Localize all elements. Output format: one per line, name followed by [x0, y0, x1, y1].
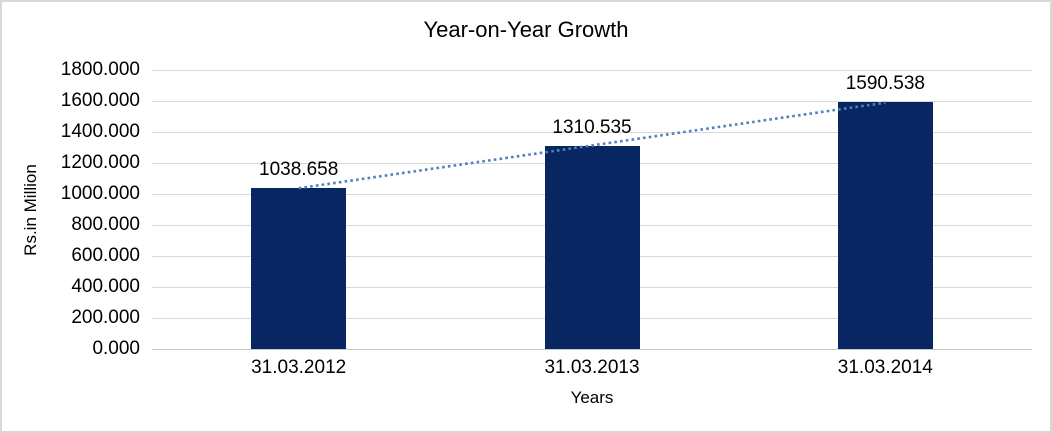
bar [251, 188, 347, 349]
y-tick-label: 1200.000 [60, 152, 140, 173]
y-tick-label: 200.000 [71, 307, 140, 328]
y-tick-label: 1400.000 [60, 121, 140, 142]
y-tick-label: 1600.000 [60, 90, 140, 111]
chart-title: Year-on-Year Growth [423, 17, 629, 42]
bar [544, 145, 640, 349]
y-tick-label: 400.000 [71, 276, 140, 297]
bar-value-label: 1038.658 [259, 159, 339, 180]
bar-value-label: 1310.535 [552, 116, 632, 138]
bar [837, 102, 933, 349]
y-tick-label: 600.000 [71, 245, 140, 266]
y-tick-label: 800.000 [71, 214, 140, 235]
y-tick-label: 1800.000 [60, 59, 140, 80]
x-tick-label: 31.03.2013 [544, 357, 640, 378]
x-tick-label: 31.03.2014 [837, 357, 933, 378]
y-tick-label: 1000.000 [60, 183, 140, 204]
gridline [152, 100, 1032, 102]
gridline [152, 69, 1032, 71]
x-axis-title: Years [570, 388, 614, 407]
bar-value-label: 1590.538 [845, 73, 925, 95]
y-tick-label: 0.000 [92, 338, 140, 359]
plot-area: 0.000 200.000 400.000 600.000 800.000 1000.00… [61, 59, 1032, 378]
x-axis-line [152, 348, 1032, 350]
x-tick-label: 31.03.2012 [251, 357, 347, 378]
